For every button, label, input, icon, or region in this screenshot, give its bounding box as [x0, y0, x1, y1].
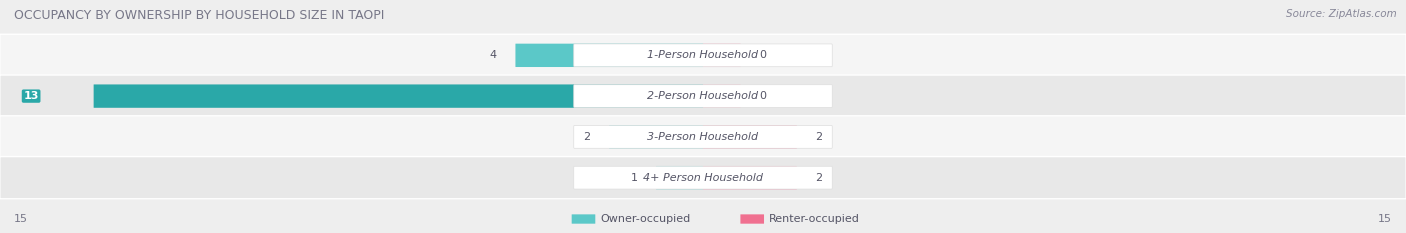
Text: OCCUPANCY BY OWNERSHIP BY HOUSEHOLD SIZE IN TAOPI: OCCUPANCY BY OWNERSHIP BY HOUSEHOLD SIZE… [14, 9, 384, 22]
Text: 3-Person Household: 3-Person Household [647, 132, 759, 142]
FancyBboxPatch shape [657, 166, 703, 189]
FancyBboxPatch shape [741, 214, 763, 224]
FancyBboxPatch shape [703, 44, 741, 67]
FancyBboxPatch shape [0, 116, 1406, 158]
Text: 15: 15 [1378, 214, 1392, 224]
FancyBboxPatch shape [703, 125, 797, 149]
Text: 15: 15 [14, 214, 28, 224]
FancyBboxPatch shape [574, 44, 832, 67]
Text: 2: 2 [815, 173, 823, 183]
Text: 4: 4 [489, 50, 496, 60]
Text: 0: 0 [759, 50, 766, 60]
Text: 1-Person Household: 1-Person Household [647, 50, 759, 60]
Text: 2: 2 [583, 132, 591, 142]
Text: Owner-occupied: Owner-occupied [600, 214, 690, 224]
FancyBboxPatch shape [0, 157, 1406, 199]
Text: 4+ Person Household: 4+ Person Household [643, 173, 763, 183]
Text: 0: 0 [759, 91, 766, 101]
FancyBboxPatch shape [703, 166, 797, 189]
FancyBboxPatch shape [574, 166, 832, 189]
FancyBboxPatch shape [703, 84, 741, 108]
FancyBboxPatch shape [0, 34, 1406, 76]
FancyBboxPatch shape [574, 126, 832, 148]
FancyBboxPatch shape [609, 125, 703, 149]
Text: 2: 2 [815, 132, 823, 142]
FancyBboxPatch shape [516, 44, 703, 67]
Text: 13: 13 [24, 91, 39, 101]
Text: 1: 1 [630, 173, 637, 183]
Text: 2-Person Household: 2-Person Household [647, 91, 759, 101]
Text: Source: ZipAtlas.com: Source: ZipAtlas.com [1286, 9, 1396, 19]
FancyBboxPatch shape [572, 214, 595, 224]
FancyBboxPatch shape [574, 85, 832, 107]
FancyBboxPatch shape [94, 84, 703, 108]
FancyBboxPatch shape [0, 75, 1406, 117]
Text: Renter-occupied: Renter-occupied [769, 214, 859, 224]
